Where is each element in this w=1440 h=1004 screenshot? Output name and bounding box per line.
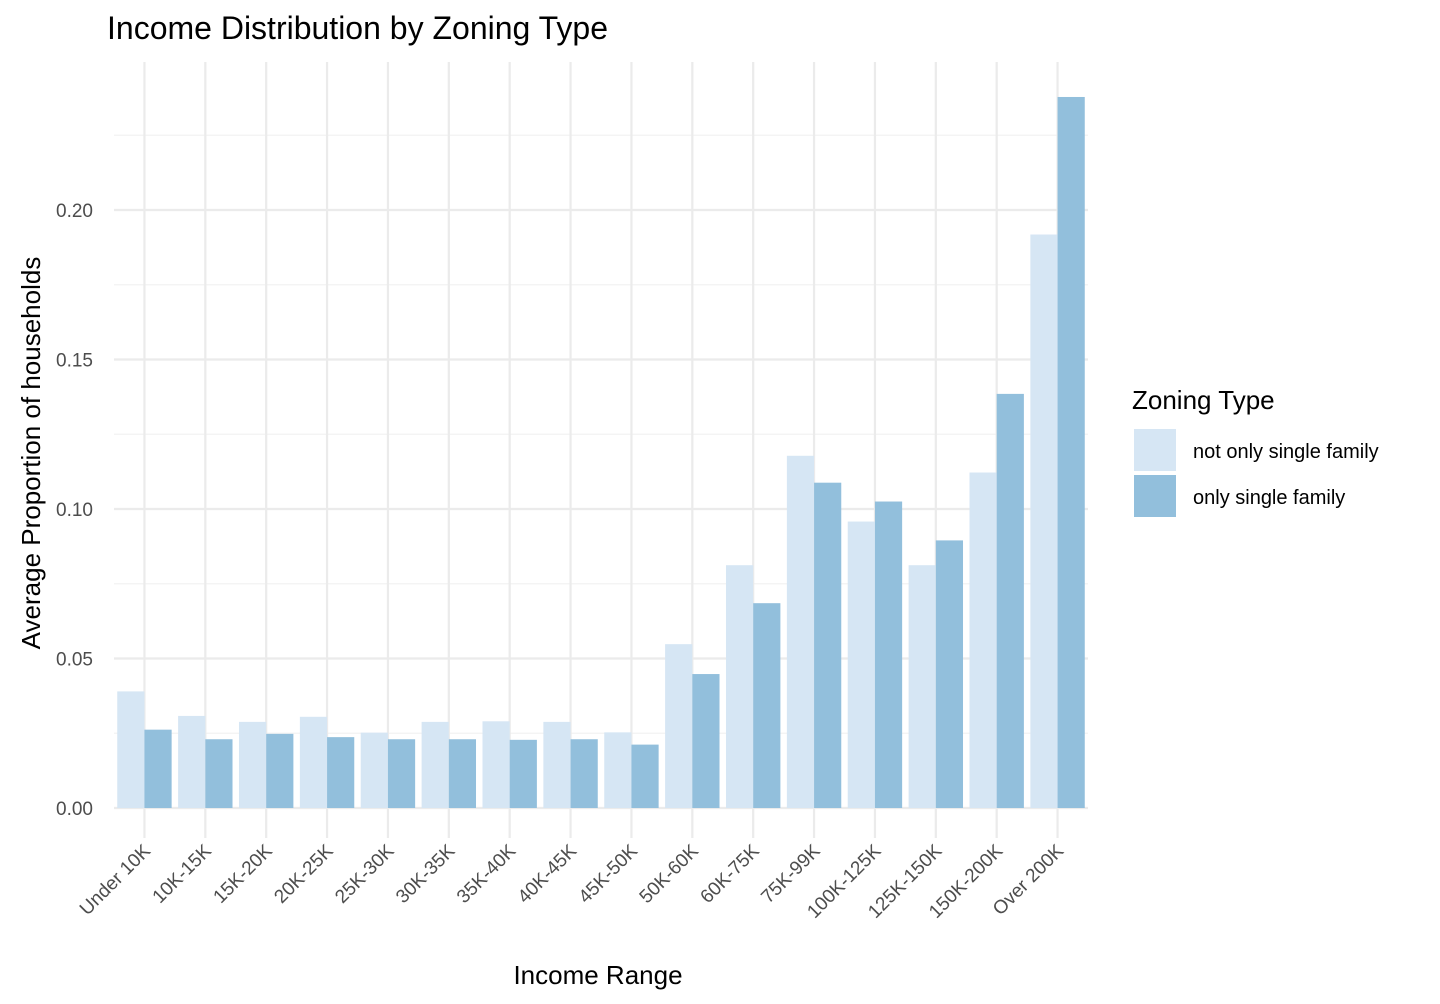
bar-not-only-single-family xyxy=(847,521,875,808)
y-tick-label: 0.00 xyxy=(56,799,93,820)
x-tick-label: 40K-45K xyxy=(514,840,581,907)
legend: Zoning Type not only single family only s… xyxy=(1132,385,1379,517)
y-tick-label: 0.15 xyxy=(56,351,93,372)
legend-key-only-single-family xyxy=(1134,475,1176,517)
x-tick-label: Under 10K xyxy=(76,840,155,919)
x-tick-label: 35K-40K xyxy=(453,840,520,907)
bar-not-only-single-family xyxy=(299,716,328,808)
bar-not-only-single-family xyxy=(665,644,693,808)
bar-only-single-family xyxy=(327,737,355,808)
legend-key-not-only-single-family xyxy=(1134,429,1176,471)
x-tick-label: 45K-50K xyxy=(575,840,642,907)
x-axis-title: Income Range xyxy=(513,960,682,990)
bar-not-only-single-family xyxy=(178,715,206,808)
bar-only-single-family xyxy=(753,603,781,808)
bar-only-single-family xyxy=(266,733,294,808)
bar-only-single-family xyxy=(814,482,842,808)
bar-not-only-single-family xyxy=(604,732,632,808)
bar-not-only-single-family xyxy=(238,721,267,808)
bar-not-only-single-family xyxy=(360,732,388,808)
x-tick-label: 30K-35K xyxy=(392,840,459,907)
bar-not-only-single-family xyxy=(543,721,571,808)
legend-label: only single family xyxy=(1193,487,1345,509)
bar-not-only-single-family xyxy=(908,565,936,808)
bar-only-single-family xyxy=(996,393,1024,808)
y-axis-title: Average Proportion of households xyxy=(16,257,46,650)
x-tick-label: 10K-15K xyxy=(149,840,216,907)
y-tick-label: 0.05 xyxy=(56,650,93,671)
x-axis-ticks: Under 10K10K-15K15K-20K20K-25K25K-30K30K… xyxy=(76,840,1068,922)
legend-title: Zoning Type xyxy=(1132,385,1275,415)
bar-not-only-single-family xyxy=(1030,234,1058,808)
bar-not-only-single-family xyxy=(969,472,997,808)
legend-label: not only single family xyxy=(1193,441,1379,463)
bar-only-single-family xyxy=(570,739,598,808)
bar-not-only-single-family xyxy=(482,721,510,808)
bar-only-single-family xyxy=(1057,96,1085,808)
bar-only-single-family xyxy=(448,739,477,808)
y-tick-label: 0.10 xyxy=(56,500,93,521)
bar-not-only-single-family xyxy=(786,455,815,808)
bar-only-single-family xyxy=(387,739,416,808)
bar-only-single-family xyxy=(935,540,964,808)
x-tick-label: 60K-75K xyxy=(697,840,764,907)
bar-only-single-family xyxy=(205,739,233,808)
x-tick-label: 25K-30K xyxy=(331,840,398,907)
bar-only-single-family xyxy=(144,729,172,808)
bar-not-only-single-family xyxy=(725,565,754,808)
bar-only-single-family xyxy=(692,674,720,808)
x-tick-label: 20K-25K xyxy=(270,840,337,907)
bar-only-single-family xyxy=(631,744,659,808)
bar-not-only-single-family xyxy=(421,721,449,808)
x-tick-label: 15K-20K xyxy=(210,840,277,907)
bars xyxy=(117,96,1085,808)
y-tick-label: 0.20 xyxy=(56,201,93,222)
chart-title: Income Distribution by Zoning Type xyxy=(107,10,608,46)
bar-only-single-family xyxy=(509,739,537,808)
bar-only-single-family xyxy=(874,501,903,808)
y-axis-ticks: 0.00 0.05 0.10 0.15 0.20 xyxy=(56,201,93,820)
x-tick-label: 50K-60K xyxy=(636,840,703,907)
bar-not-only-single-family xyxy=(117,691,145,808)
